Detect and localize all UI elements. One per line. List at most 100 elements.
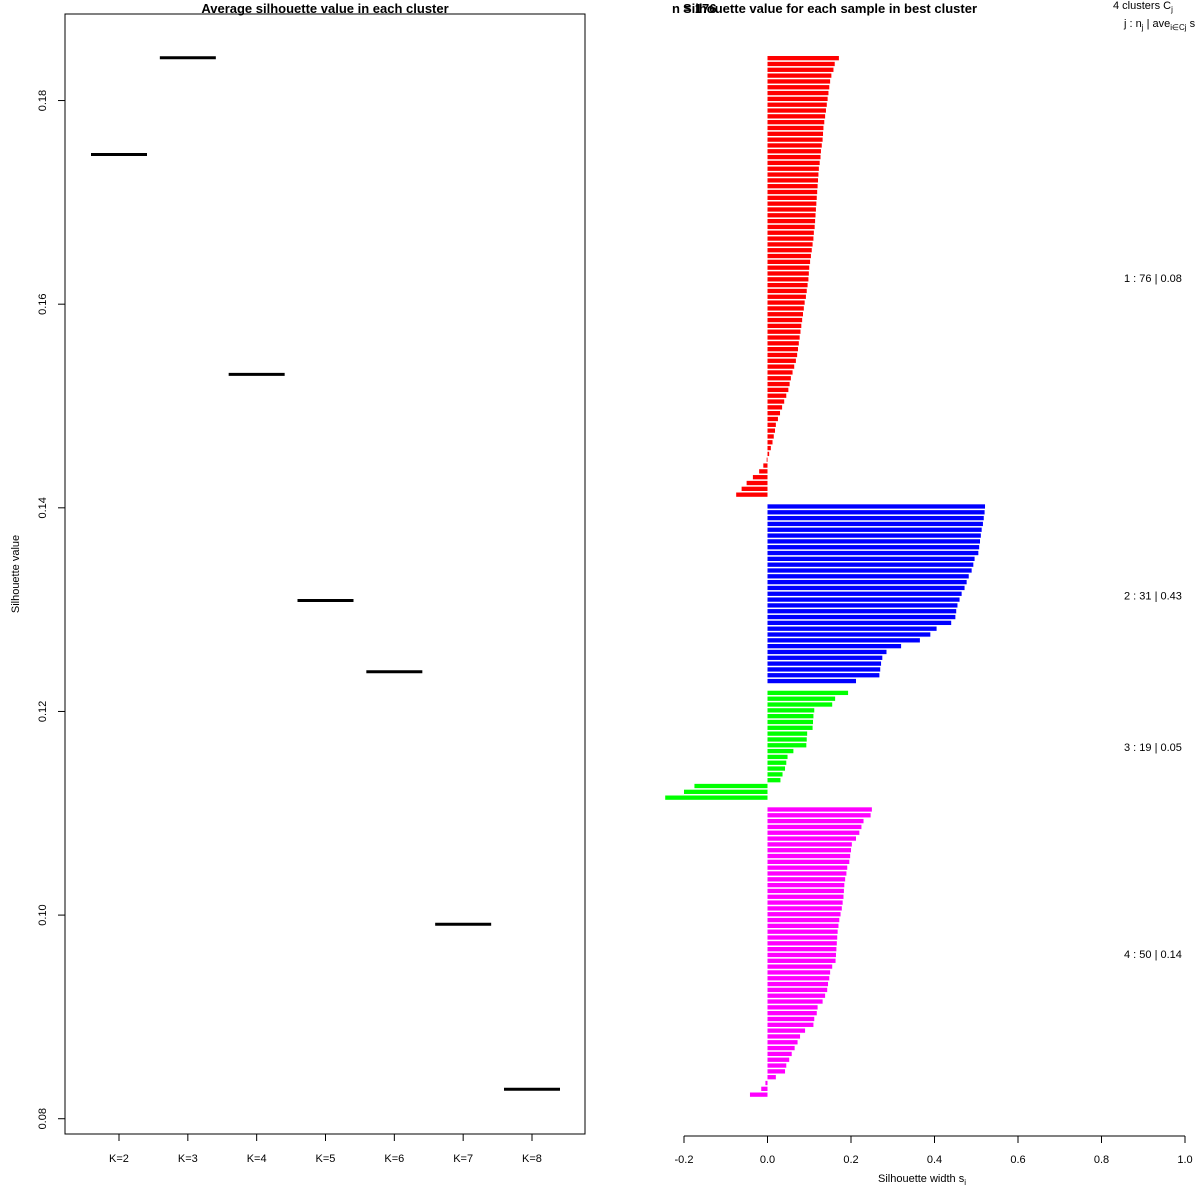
left-chart: Average silhouette value in each cluster… [10,1,586,1165]
x-tick-label: -0.2 [675,1154,694,1166]
silhouette-bar-cluster-1 [767,358,796,363]
silhouette-bar-cluster-3 [767,766,786,771]
silhouette-bar-cluster-1 [767,149,821,154]
silhouette-bar-cluster-4 [767,900,843,905]
silhouette-bar-cluster-4 [765,1080,768,1086]
silhouette-bar-cluster-3 [767,725,813,730]
silhouette-bar-cluster-1 [767,201,817,206]
silhouette-bar-cluster-4 [767,947,837,952]
x-tick-label: K=7 [453,1153,473,1165]
silhouette-bar-cluster-1 [767,347,798,352]
silhouette-bar-cluster-4 [767,987,828,993]
silhouette-bar-cluster-2 [767,673,880,678]
silhouette-bar-cluster-4 [767,888,844,894]
silhouette-bar-cluster-4 [767,912,841,917]
silhouette-bar-cluster-2 [767,609,957,614]
silhouette-bar-cluster-1 [767,213,816,218]
silhouette-bar-cluster-4 [767,941,837,946]
silhouette-bar-cluster-3 [767,754,788,760]
x-tick-label: 0.4 [927,1154,942,1166]
silhouette-bar-cluster-2 [767,614,956,620]
x-tick-label: K=6 [384,1153,404,1165]
silhouette-bar-cluster-1 [767,271,809,276]
silhouette-bar-cluster-4 [767,1045,795,1051]
silhouette-bar-cluster-4 [767,824,862,830]
silhouette-bar-cluster-1 [767,189,818,195]
silhouette-bar-cluster-1 [767,370,793,375]
silhouette-bar-cluster-4 [767,935,838,940]
silhouette-bar-cluster-3 [767,719,814,725]
silhouette-bar-cluster-1 [767,364,795,369]
silhouette-bar-cluster-2 [767,661,882,666]
silhouette-bar-cluster-2 [767,510,985,515]
silhouette-bar-cluster-4 [767,830,860,835]
silhouette-bar-cluster-4 [767,1057,790,1062]
silhouette-bar-cluster-1 [767,172,819,177]
x-tick-label: 0.2 [843,1154,858,1166]
silhouette-bar-cluster-1 [767,79,831,84]
silhouette-bar-cluster-4 [767,807,872,812]
silhouette-bar-cluster-1 [767,253,811,259]
silhouette-bar-cluster-3 [767,708,815,713]
silhouette-bar-cluster-2 [767,574,969,579]
silhouette-bar-cluster-1 [767,154,821,160]
x-tick-label: 0.0 [760,1154,775,1166]
silhouette-bar-cluster-1 [767,248,812,253]
silhouette-bar-cluster-1 [767,137,823,142]
cluster-summary: 1 : 76 | 0.08 2 : 31 | 0.43 3 : 19 | 0.05 4… [1124,273,1182,961]
silhouette-bar-cluster-2 [767,644,902,649]
silhouette-bar-cluster-4 [767,976,830,981]
silhouette-bar-cluster-1 [767,387,789,393]
silhouette-bar-cluster-1 [767,259,811,264]
silhouette-bar-cluster-2 [767,545,980,550]
silhouette-bar-cluster-4 [767,882,845,888]
x-tick-label: K=3 [178,1153,198,1165]
left-chart-title: Average silhouette value in each cluster [201,1,448,16]
silhouette-bar-cluster-1 [767,440,773,445]
silhouette-bar-cluster-1 [767,96,828,102]
left-y-axis: 0.08 0.10 0.12 0.14 0.16 0.18 [37,90,65,1129]
y-tick-label: 0.18 [37,90,49,111]
silhouette-bar-cluster-1 [767,445,771,451]
silhouette-bar-cluster-4 [767,894,844,899]
silhouette-bar-cluster-4 [767,1069,786,1074]
silhouette-bar-cluster-1 [767,306,804,311]
left-plot-frame [64,13,586,1135]
silhouette-bar-cluster-1 [767,288,807,294]
silhouette-bar-cluster-1 [767,160,820,166]
silhouette-bar-cluster-4 [767,1011,817,1016]
right-chart: n = 176 Silhouette value for each sample… [665,0,1196,1187]
silhouette-bar-cluster-3 [665,795,768,800]
silhouette-bar-cluster-4 [767,906,842,911]
silhouette-bar-cluster-3 [767,772,783,777]
silhouette-bar-cluster-1 [767,85,830,90]
silhouette-bar-cluster-4 [767,923,839,929]
silhouette-bar-cluster-4 [767,818,864,824]
silhouette-bar-cluster-2 [767,527,982,532]
silhouette-bar-cluster-1 [767,317,803,323]
silhouette-bar-cluster-3 [767,743,807,748]
silhouette-bar-cluster-2 [767,504,986,509]
silhouette-bar-cluster-4 [767,836,857,841]
right-chart-subtitle-overlap: n = 176 [672,1,716,16]
y-tick-label: 0.12 [37,701,49,722]
silhouette-bar-cluster-1 [767,376,791,381]
silhouette-bar-cluster-2 [767,579,967,585]
left-y-axis-label: Silhouette value [10,535,22,613]
silhouette-bar-cluster-4 [767,1075,776,1080]
silhouette-bar-cluster-1 [767,381,790,387]
silhouette-bar-cluster-4 [767,1005,818,1010]
silhouette-bar-cluster-1 [767,184,818,189]
silhouette-bar-cluster-1 [767,242,813,247]
silhouette-bar-cluster-3 [767,737,807,742]
right-chart-title: Silhouette value for each sample in best… [683,1,977,16]
silhouette-bar-cluster-4 [749,1092,768,1097]
x-tick-label: 0.8 [1094,1154,1109,1166]
silhouette-bar-cluster-4 [767,1040,798,1045]
silhouette-bar-cluster-1 [767,341,799,346]
silhouette-bar-cluster-1 [767,108,826,113]
silhouette-bar-cluster-2 [767,533,981,538]
silhouette-bar-cluster-3 [767,696,836,701]
silhouette-bar-cluster-4 [767,952,836,958]
